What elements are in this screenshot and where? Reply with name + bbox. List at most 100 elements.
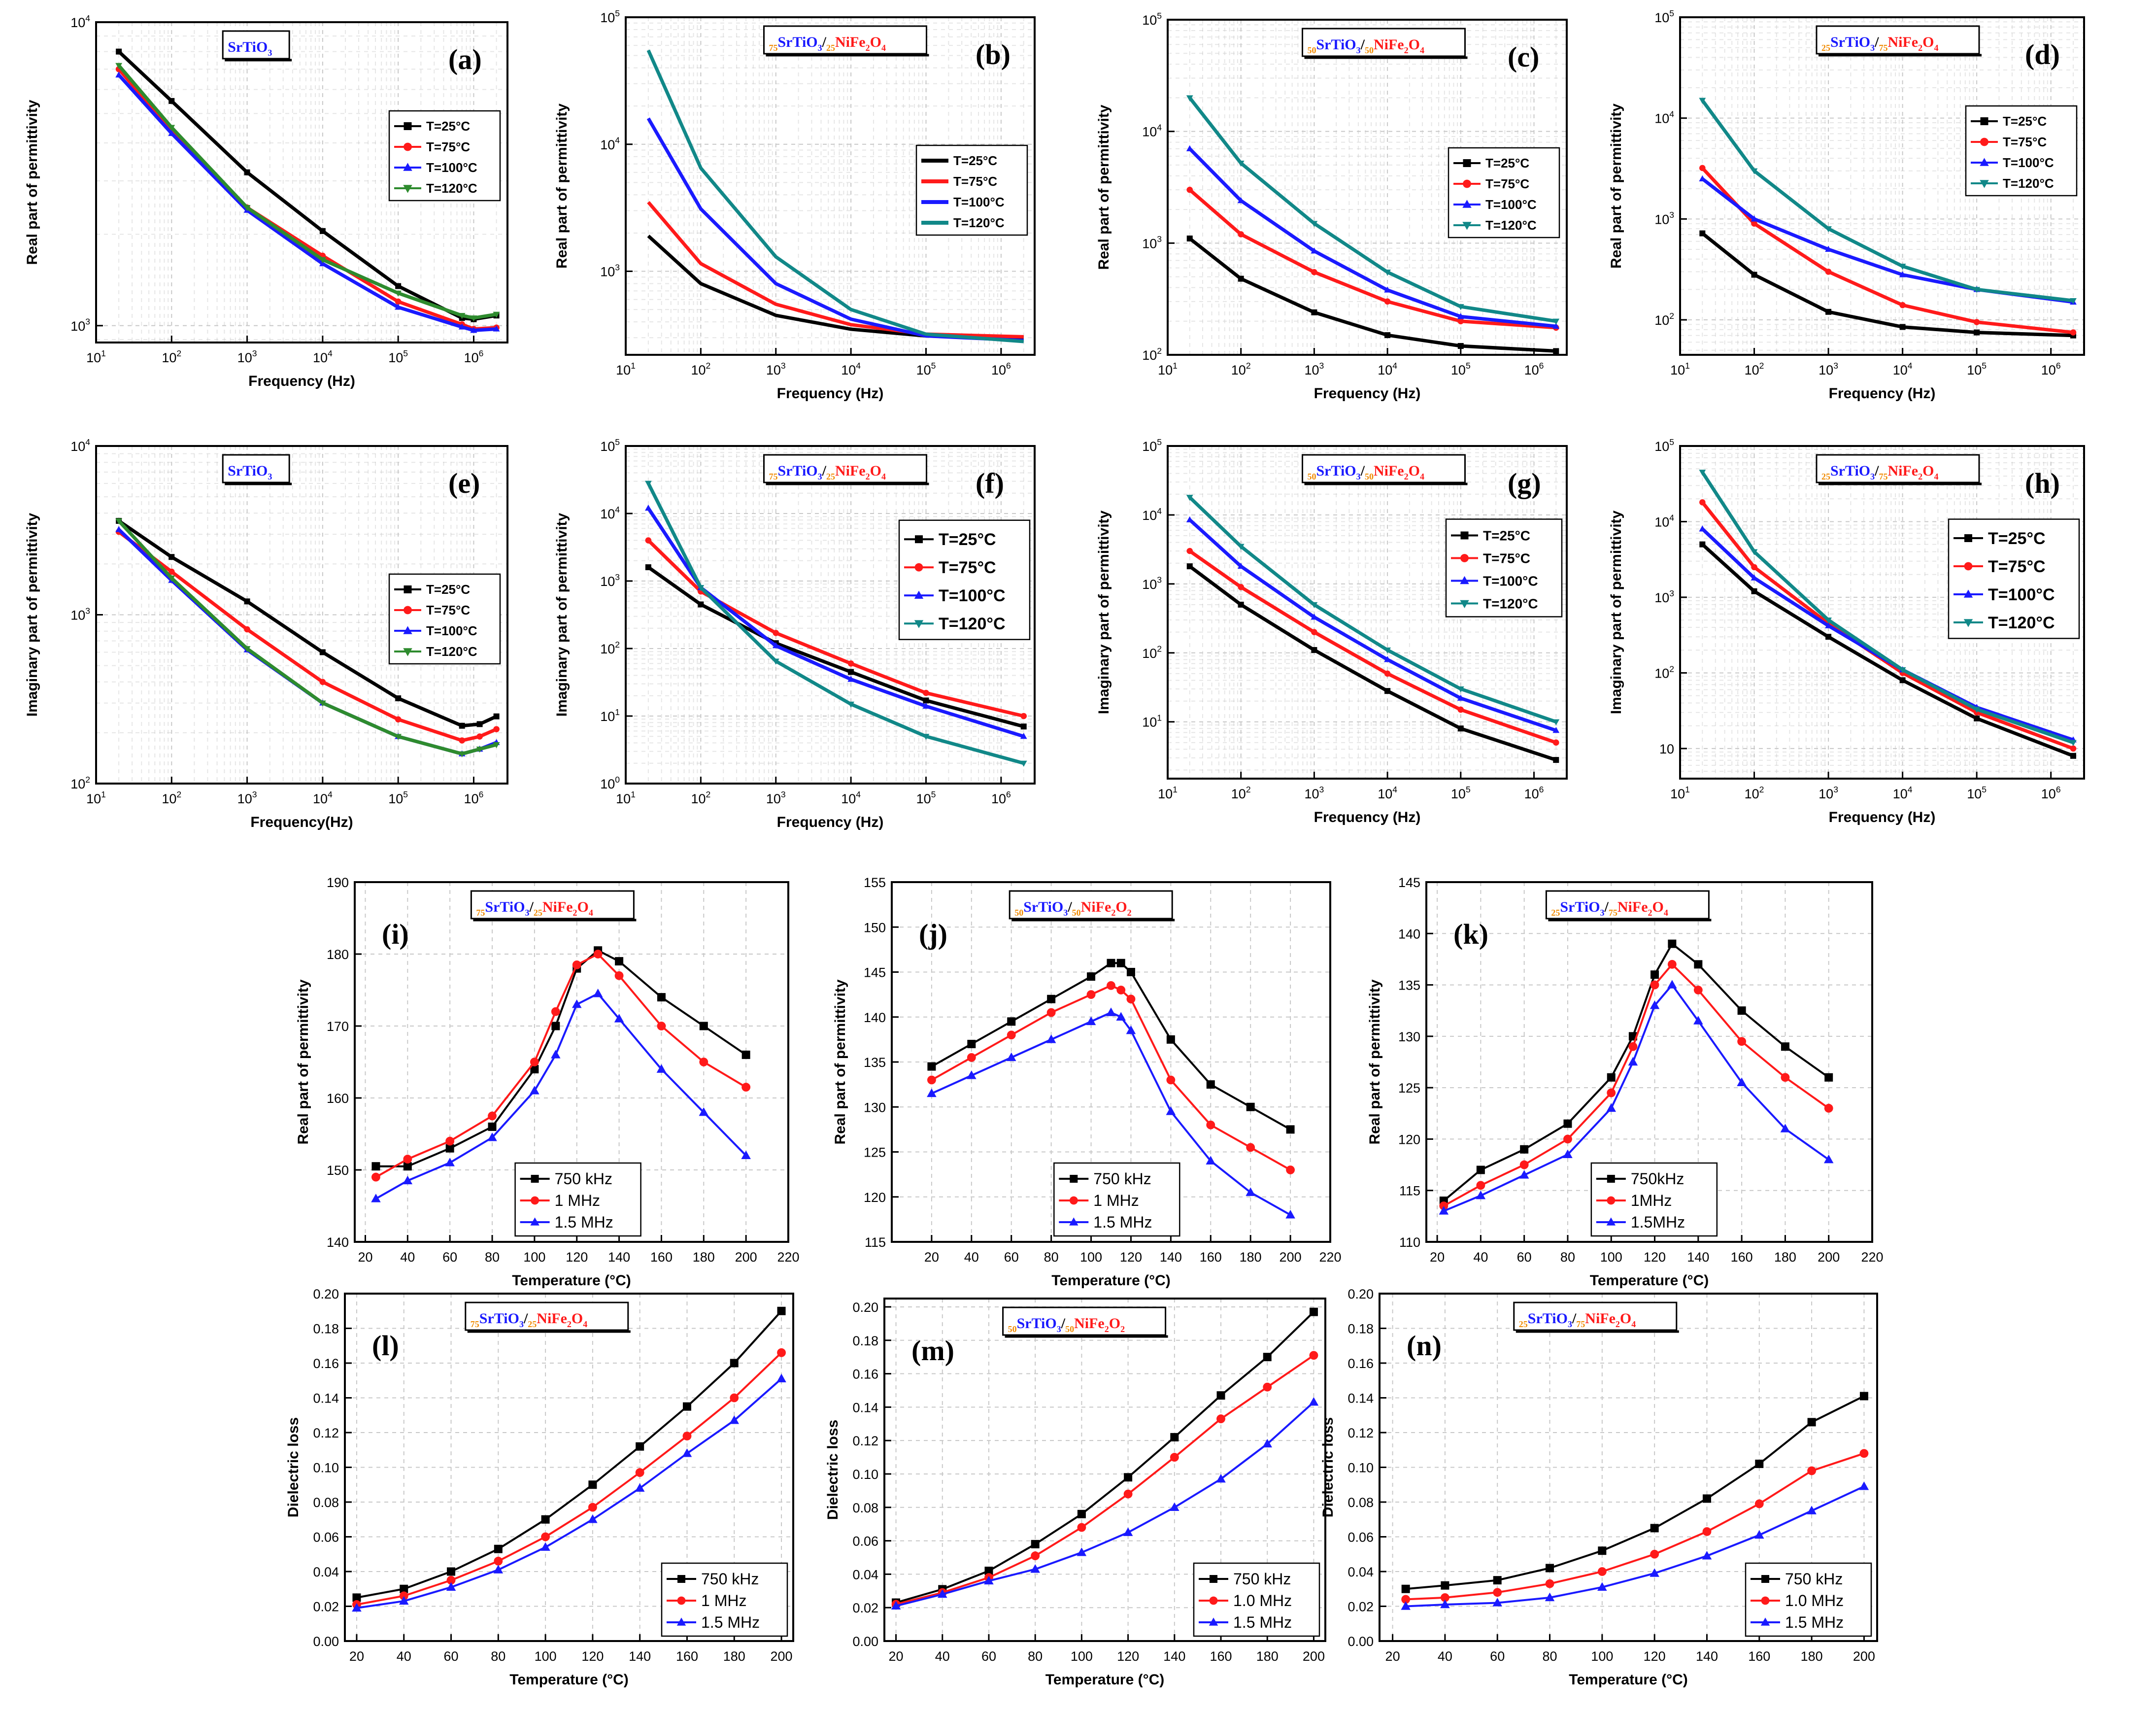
title-part: O (1652, 899, 1664, 915)
data-point (2070, 740, 2077, 746)
title-part: SrTiO (1023, 899, 1063, 915)
title-part: 2 (1404, 472, 1409, 481)
title-part: 4 (881, 472, 886, 481)
y-tick-label: 0.00 (1348, 1634, 1374, 1649)
y-tick-label: 103 (1654, 588, 1674, 605)
legend-label: T=25°C (953, 153, 997, 168)
y-tick-label: 0.14 (852, 1400, 878, 1415)
x-tick-label-exponent: 1 (1173, 785, 1178, 794)
data-point (1031, 1551, 1040, 1561)
data-point (1166, 1035, 1175, 1044)
y-tick-label: 0.06 (1348, 1530, 1374, 1545)
series-line-4 (117, 519, 497, 756)
y-tick-label-base: 10 (1142, 577, 1157, 592)
y-tick-label: 101 (600, 707, 620, 724)
data-point (1563, 1149, 1573, 1158)
y-tick-label: 104 (70, 13, 90, 30)
data-point (682, 1402, 691, 1411)
y-axis-label: Dielectric loss (1320, 1417, 1336, 1517)
y-tick-label: 0.04 (1348, 1565, 1374, 1579)
legend-marker (403, 163, 412, 171)
data-point (1401, 1595, 1411, 1604)
data-point (1077, 1523, 1086, 1532)
y-tick-label-base: 10 (600, 709, 615, 724)
legend-marker (1209, 1596, 1218, 1605)
chart-l: 20 40 60 80 100 120 140 160 180 200 0.00 0.02 0.04 0.… (285, 1287, 794, 1688)
data-point (1116, 959, 1125, 967)
y-tick-label: 103 (1654, 210, 1674, 227)
data-point (635, 1468, 644, 1477)
x-axis-label: Temperature (°C) (512, 1272, 631, 1289)
legend-marker (1761, 1575, 1769, 1583)
y-tick-label-base: 10 (70, 15, 85, 30)
data-point (1401, 1584, 1410, 1593)
data-point (1751, 168, 1758, 174)
x-axis-label: Frequency (Hz) (777, 385, 884, 402)
x-tick-label: 104 (841, 361, 861, 377)
data-point (1492, 1598, 1502, 1607)
x-tick-label-exponent: 4 (1908, 785, 1913, 794)
data-point (1106, 1007, 1116, 1016)
data-point (635, 1483, 645, 1492)
y-tick-label: 0.16 (1348, 1356, 1374, 1371)
y-axis-label: Real part of permittivity (832, 979, 848, 1144)
title-part: SrTiO (1316, 463, 1356, 479)
x-tick-label-exponent: 3 (252, 789, 257, 799)
panel-label: (m) (911, 1335, 954, 1367)
x-axis-label: Temperature (°C) (509, 1672, 628, 1688)
data-point (1607, 1088, 1616, 1097)
legend-label: T=25°C (1485, 156, 1529, 171)
data-point (1825, 245, 1832, 252)
x-tick-label-base: 10 (464, 350, 479, 365)
y-tick-label-base: 10 (1142, 439, 1157, 454)
x-tick-label-base: 10 (691, 363, 706, 377)
chart-k: 20 40 60 80 100 120 140 160 180 200 220 110 115 120 12… (1367, 875, 1884, 1289)
data-point (588, 1514, 598, 1523)
data-point (1441, 1581, 1449, 1590)
data-point (967, 1053, 976, 1062)
title-part: NiFe (537, 1310, 567, 1327)
x-tick-label: 160 (1731, 1250, 1753, 1265)
x-tick-label: 200 (1280, 1250, 1302, 1265)
x-tick-label-base: 10 (916, 791, 931, 806)
title-text: 25SrTiO3/75NiFe2O4 (1551, 899, 1668, 918)
data-point (1030, 1564, 1040, 1573)
legend: T=25°C T=75°C T=100°C T=120°C (1965, 105, 2078, 197)
x-tick-label-exponent: 2 (1246, 361, 1251, 371)
data-point (1737, 1037, 1747, 1046)
x-tick-label: 100 (1591, 1649, 1613, 1664)
title-part: 25 (534, 908, 542, 918)
x-tick-label-exponent: 1 (1685, 361, 1690, 371)
data-point (1751, 220, 1757, 227)
data-point (1216, 1414, 1225, 1424)
x-tick-label-base: 10 (1451, 787, 1466, 801)
title-box (1002, 1306, 1167, 1336)
y-tick-label-exponent: 4 (1157, 123, 1162, 133)
composition-title: 25SrTiO3/75NiFe2O4 (1513, 1301, 1679, 1333)
title-part: / (1874, 34, 1879, 50)
x-tick-label-exponent: 1 (101, 789, 106, 799)
title-part: 2 (1105, 1324, 1109, 1334)
y-tick-label: 0.08 (313, 1495, 339, 1510)
x-tick-label: 104 (1378, 361, 1397, 377)
title-box (1009, 890, 1173, 920)
data-point (1552, 322, 1560, 329)
plot-frame (1679, 445, 2085, 780)
data-point (1781, 1073, 1790, 1082)
y-tick-label: 0.08 (852, 1501, 878, 1515)
data-point (1309, 1351, 1318, 1360)
series-line-3 (1406, 1485, 1865, 1608)
y-axis-label: Real part of permittivity (295, 979, 311, 1144)
legend-marker (1980, 158, 1989, 166)
series-group (371, 946, 751, 1202)
data-point (1667, 980, 1677, 989)
y-tick-label-exponent: 5 (1669, 8, 1674, 18)
x-tick-label: 180 (1240, 1250, 1262, 1265)
data-point (645, 537, 652, 544)
x-tick-label-exponent: 4 (856, 361, 861, 371)
title-part: 3 (525, 908, 530, 918)
y-tick-label: 10 (1659, 742, 1674, 756)
data-point (773, 630, 779, 636)
data-point (319, 700, 326, 707)
x-axis-label: Frequency (Hz) (1314, 809, 1421, 825)
